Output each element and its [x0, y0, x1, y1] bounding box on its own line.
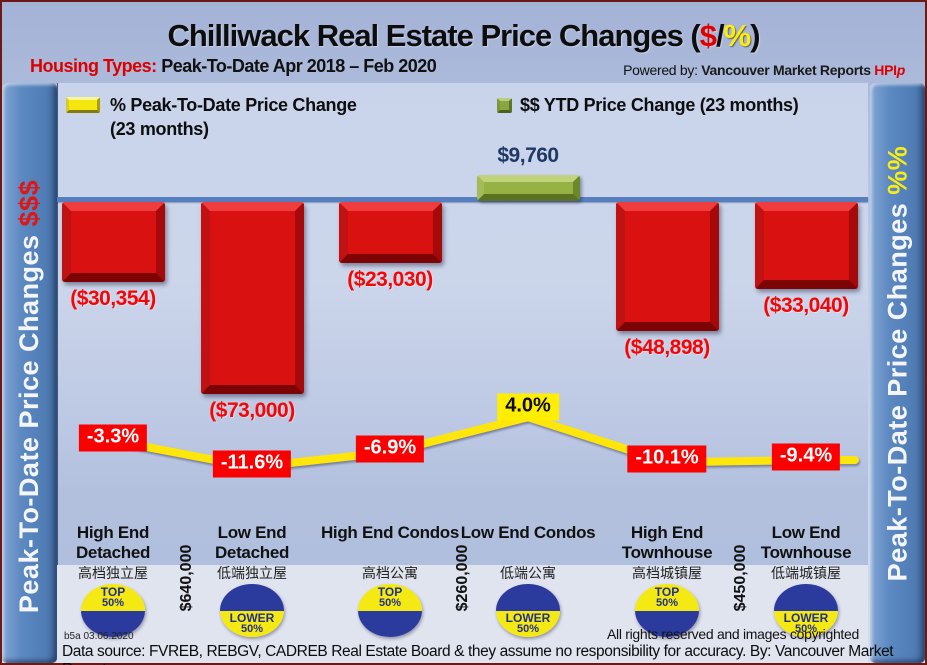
lower-50-badge-low-end-condos: LOWER 50%	[496, 584, 560, 637]
price-threshold--450-000: $450,000	[731, 544, 749, 612]
hpi-logo: HPIp	[874, 62, 905, 78]
bar-value-label-high-end-condos: ($23,030)	[347, 268, 433, 291]
percent-label-high-end-detached: -3.3%	[78, 424, 148, 452]
legend-item-percent: % Peak-To-Date Price Change (23 months)	[66, 93, 366, 142]
percent-label-high-end-townhouse: -10.1%	[627, 445, 707, 473]
top-50-badge-high-end-detached: TOP 50%	[81, 584, 145, 637]
right-axis-percent-signs: %%	[882, 145, 913, 195]
badge-line1: TOP	[100, 584, 126, 599]
badge-line1: LOWER	[229, 611, 275, 626]
price-threshold--640-000: $640,000	[177, 544, 195, 612]
category-label-zh-low-end-condos: 低端公寓	[500, 566, 556, 582]
plot-area	[57, 83, 868, 565]
top-50-badge-high-end-condos: TOP 50%	[358, 584, 422, 637]
left-axis-title: Peak-To-Date Price Changes $$$	[14, 179, 45, 612]
bar-high-end-condos	[339, 202, 442, 263]
powered-by-label: Powered by:	[623, 62, 702, 78]
category-label-zh-high-end-condos: 高档公寓	[362, 566, 418, 582]
badge-line2: 50%	[240, 623, 264, 636]
badge-line1: TOP	[654, 584, 680, 599]
category-label-zh-low-end-detached: 低端独立屋	[217, 566, 287, 582]
title-close-paren: )	[750, 18, 760, 53]
version-stamp: b5a 03.06.2020	[64, 631, 134, 642]
legend-percent-label: % Peak-To-Date Price Change (23 months)	[110, 95, 357, 140]
bar-value-label-high-end-detached: ($30,354)	[70, 287, 156, 310]
percent-label-low-end-condos: 4.0%	[497, 393, 559, 421]
bar-high-end-detached	[62, 202, 165, 282]
bar-value-label-low-end-detached: ($73,000)	[209, 399, 295, 422]
badge-line2: 50%	[378, 596, 402, 609]
hpi-main: HPI	[874, 62, 897, 78]
bar-value-label-low-end-townhouse: ($33,040)	[763, 294, 849, 317]
bar-value-label-low-end-condos: $9,760	[497, 144, 559, 167]
category-footer-band	[57, 565, 868, 663]
right-axis-title: Peak-To-Date Price Changes %%	[882, 145, 913, 581]
title-percent-sign: %	[723, 18, 752, 53]
price-threshold--260-000: $260,000	[454, 544, 471, 612]
right-axis-text: Peak-To-Date Price Changes	[882, 194, 913, 581]
data-source-disclaimer: Data source: FVREB, REBGV, CADREB Real E…	[62, 643, 894, 665]
page-title: Chilliwack Real Estate Price Changes ($/…	[0, 18, 927, 54]
title-dollar-sign: $	[699, 18, 717, 53]
category-label-low-end-condos: Low End Condos	[460, 523, 596, 542]
category-label-zh-high-end-detached: 高档独立屋	[78, 566, 148, 582]
powered-by: Powered by: Vancouver Market Reports HPI…	[623, 62, 905, 78]
badge-line2: 50%	[516, 623, 540, 636]
legend-item-dollar: $$ YTD Price Change (23 months)	[497, 93, 867, 117]
left-axis-text: Peak-To-Date Price Changes	[14, 225, 44, 613]
title-main: Chilliwack Real Estate Price Changes (	[167, 18, 700, 53]
badge-line1: TOP	[377, 584, 403, 599]
brand-name: Vancouver Market Reports	[701, 62, 875, 78]
yellow-bar-swatch-icon	[66, 97, 100, 113]
zero-axis-line	[57, 197, 868, 202]
copyright-notice: All rights reserved and images copyright…	[607, 626, 859, 642]
left-axis-dollar-signs: $$$	[14, 179, 44, 226]
bar-low-end-townhouse	[755, 202, 858, 289]
left-axis-banner: Peak-To-Date Price Changes $$$	[2, 83, 57, 663]
category-label-zh-low-end-townhouse: 低端城镇屋	[771, 566, 841, 582]
percent-change-line	[81, 413, 859, 472]
category-label-high-end-townhouse: High End Townhouse	[621, 523, 713, 562]
badge-line1: LOWER	[505, 611, 551, 626]
bar-low-end-condos	[477, 175, 580, 201]
title-slash: /	[716, 18, 725, 53]
housing-types-label: Housing Types:	[30, 56, 157, 76]
badge-line2: 50%	[655, 596, 679, 609]
right-axis-banner: Peak-To-Date Price Changes %%	[870, 83, 925, 663]
category-label-low-end-townhouse: Low End Townhouse	[760, 523, 852, 562]
badge-line2: 50%	[794, 623, 818, 636]
lower-50-badge-low-end-detached: LOWER 50%	[220, 584, 284, 637]
green-bar-swatch-icon	[497, 98, 512, 113]
bar-high-end-townhouse	[616, 202, 719, 331]
badge-line1: LOWER	[783, 611, 829, 626]
category-label-low-end-detached: Low End Detached	[214, 523, 290, 562]
category-label-zh-high-end-townhouse: 高档城镇屋	[632, 566, 702, 582]
subtitle: Housing Types: Peak-To-Date Apr 2018 – F…	[30, 56, 437, 77]
date-range-label: Peak-To-Date Apr 2018 – Feb 2020	[156, 56, 437, 76]
percent-label-high-end-condos: -6.9%	[355, 435, 425, 463]
bar-value-label-high-end-townhouse: ($48,898)	[624, 336, 710, 359]
hpi-sub: p	[896, 62, 906, 78]
percent-label-low-end-detached: -11.6%	[212, 450, 292, 478]
percent-label-low-end-townhouse: -9.4%	[771, 443, 841, 471]
category-label-high-end-detached: High End Detached	[75, 523, 151, 562]
percent-line-path	[81, 413, 859, 472]
bar-low-end-detached	[201, 202, 304, 394]
badge-line2: 50%	[101, 596, 125, 609]
category-label-high-end-condos: High End Condos	[320, 523, 460, 542]
legend-dollar-label: $$ YTD Price Change (23 months)	[520, 95, 799, 115]
